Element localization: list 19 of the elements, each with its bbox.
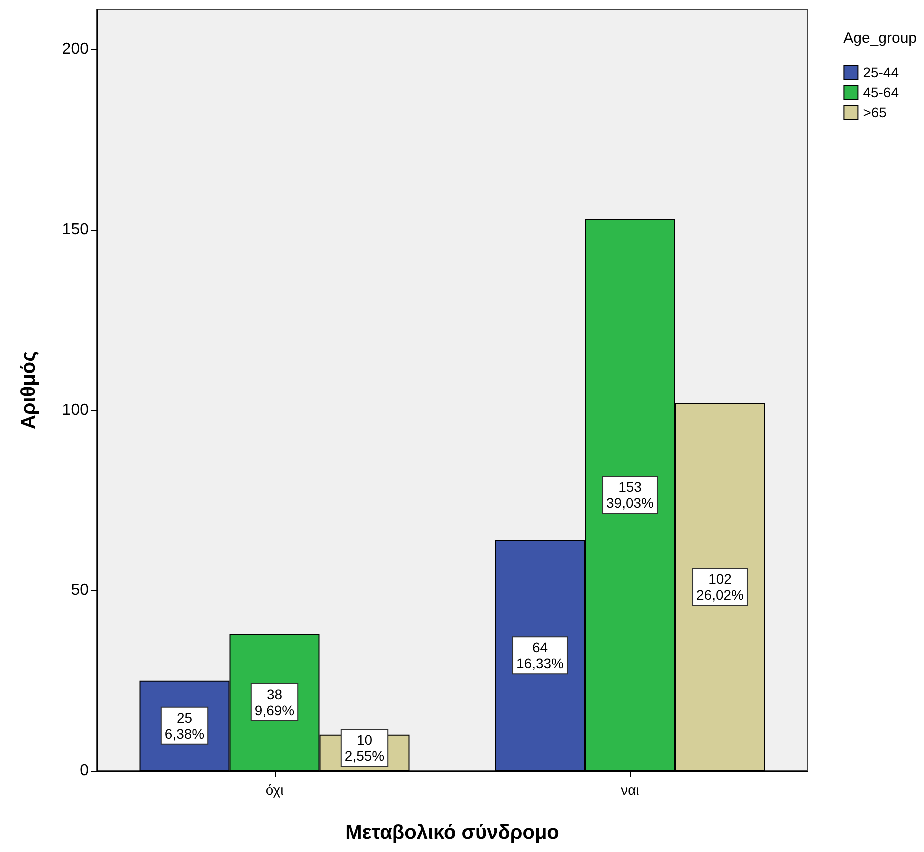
- legend-title: Age_group: [844, 30, 918, 47]
- x-tick-label: όχι: [266, 782, 284, 798]
- x-tick-label: ναι: [621, 782, 640, 798]
- y-tick-label: 150: [62, 222, 90, 239]
- y-axis-title: Αριθμός: [18, 351, 40, 430]
- y-tick-label: 50: [71, 582, 90, 600]
- legend-label: >65: [863, 104, 888, 120]
- legend-label: 45-64: [863, 84, 900, 100]
- x-axis-title: Μεταβολικό σύνδρομο: [346, 822, 560, 844]
- data-label: 25 6,38%: [164, 710, 205, 742]
- y-tick-label: 200: [62, 41, 90, 58]
- legend-label: 25-44: [863, 64, 900, 80]
- data-label: 38 9,69%: [254, 686, 295, 718]
- data-label: 10 2,55%: [344, 732, 385, 764]
- data-label: 102 26,02%: [696, 571, 744, 604]
- y-tick-label: 100: [62, 402, 90, 419]
- data-label: 64 16,33%: [516, 640, 564, 672]
- y-tick-label: 0: [80, 762, 90, 780]
- data-label: 153 39,03%: [606, 479, 654, 512]
